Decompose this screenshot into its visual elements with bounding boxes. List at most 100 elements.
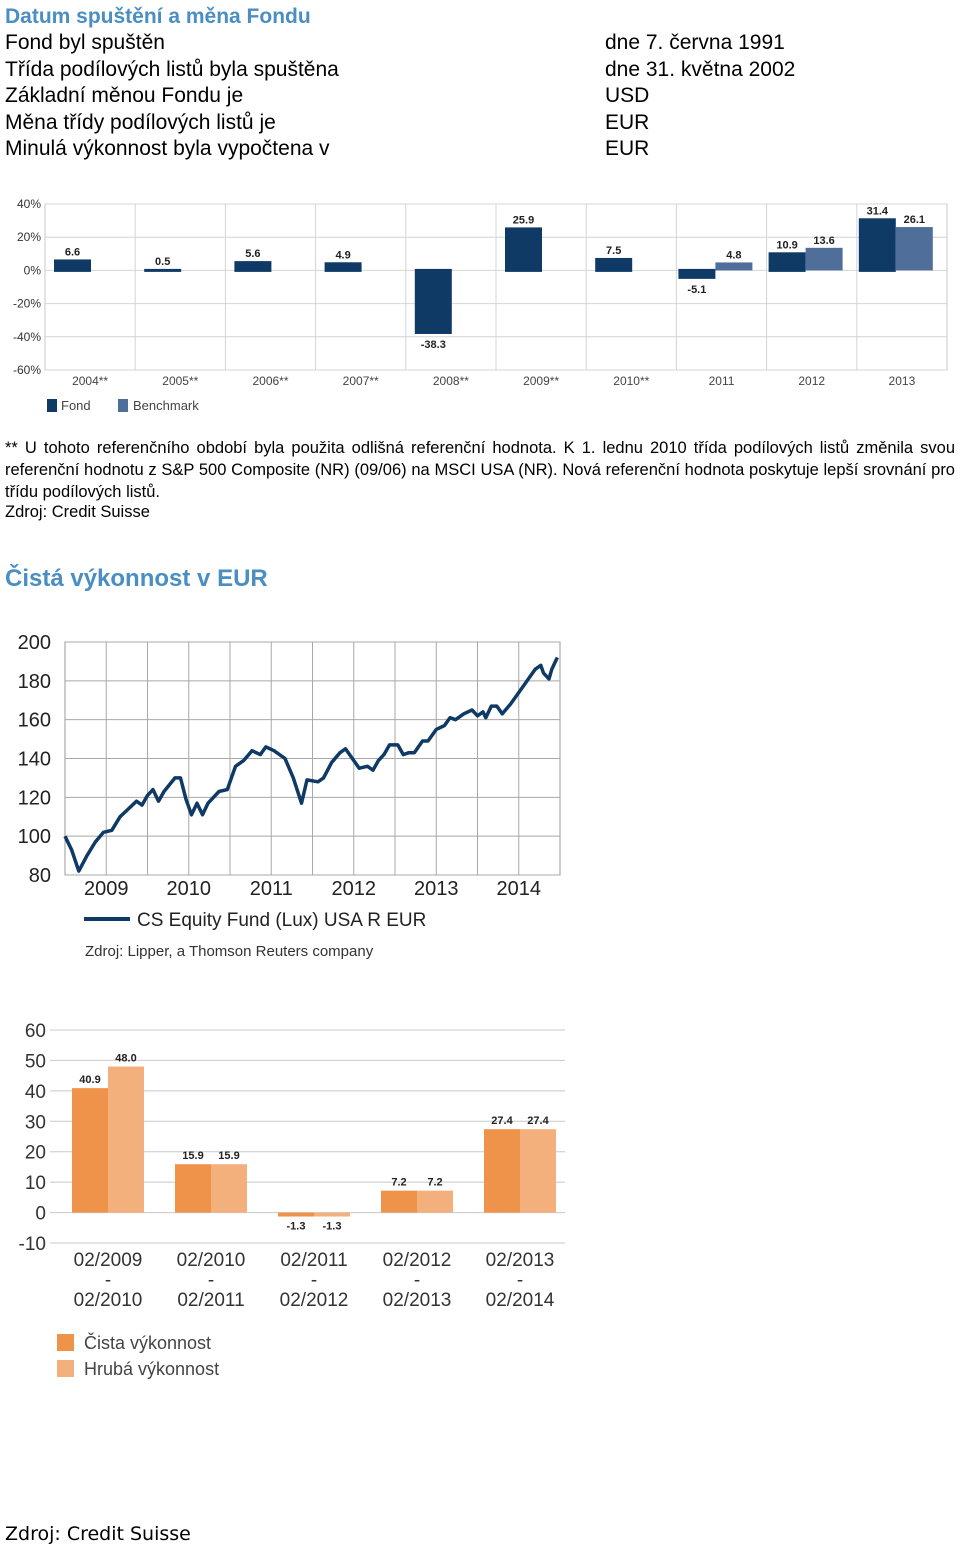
- y-tick-label: 0%: [24, 263, 42, 277]
- x-tick-label: -: [414, 1270, 420, 1291]
- footer-source: Zdroj: Credit Suisse: [5, 1523, 191, 1545]
- bar-net: [484, 1129, 520, 1213]
- x-tick-label: 02/2010: [74, 1290, 143, 1311]
- y-tick-label: -60%: [13, 363, 41, 377]
- info-value: USD: [605, 84, 650, 107]
- bar-benchmark: [805, 247, 843, 271]
- bar-value-label: 40.9: [79, 1074, 100, 1086]
- x-tick-label: 2008**: [433, 374, 469, 388]
- x-tick-label: 02/2013: [486, 1250, 555, 1271]
- info-label: Měna třídy podílových listů je: [5, 111, 276, 134]
- bar-benchmark: [895, 227, 933, 271]
- info-row-class-currency: Měna třídy podílových listů je EUR: [5, 111, 905, 138]
- bar-fund: [234, 261, 272, 272]
- x-tick-label: 2005**: [162, 374, 198, 388]
- legend-label: CS Equity Fund (Lux) USA R EUR: [137, 910, 426, 931]
- bar-value-label: 7.2: [391, 1177, 406, 1189]
- x-tick-label: -: [517, 1270, 523, 1291]
- x-tick-label: 02/2012: [280, 1290, 349, 1311]
- net-performance-line-chart: 200 180 160 140 120 100 80 2009 2010 2011 2012 2013…: [18, 632, 561, 960]
- info-row-performance-currency: Minulá výkonnost byla vypočtena v EUR: [5, 137, 905, 164]
- info-label: Základní měnou Fondu je: [5, 84, 244, 107]
- bar-gross: [314, 1212, 350, 1217]
- legend-label-benchmark: Benchmark: [133, 398, 199, 413]
- note-source: Zdroj: Credit Suisse: [5, 503, 150, 521]
- bar-value-label: -38.3: [421, 339, 446, 351]
- bar-value-label: 13.6: [813, 235, 834, 247]
- bar-value-label: 5.6: [245, 248, 260, 260]
- x-tick-label: 2013: [414, 878, 459, 900]
- bar-value-label: 10.9: [776, 239, 797, 251]
- x-tick-label: 02/2010: [177, 1250, 246, 1271]
- y-tick-label: 120: [18, 787, 51, 809]
- x-tick-label: 2010: [167, 878, 212, 900]
- info-value: EUR: [605, 137, 650, 160]
- info-label: Minulá výkonnost byla vypočtena v: [5, 137, 330, 160]
- info-row-base-currency: Základní měnou Fondu je USD: [5, 84, 905, 111]
- x-tick-label: 2009: [84, 878, 129, 900]
- info-value: dne 31. května 2002: [605, 58, 796, 81]
- bar-fund: [144, 268, 182, 272]
- bar-net: [278, 1212, 314, 1217]
- bar-fund: [678, 268, 716, 279]
- bar-value-label: 15.9: [182, 1150, 203, 1162]
- y-tick-label: 140: [18, 749, 51, 771]
- x-tick-label: 2012: [798, 374, 825, 388]
- x-tick-label: 2009**: [523, 374, 559, 388]
- legend-swatch-net: [57, 1334, 74, 1351]
- x-tick-label: -: [311, 1270, 317, 1291]
- y-tick-label: 20: [25, 1143, 46, 1164]
- bar-value-label: -1.3: [323, 1221, 342, 1233]
- x-tick-label: 2013: [889, 374, 916, 388]
- x-tick-label: 2006**: [252, 374, 288, 388]
- bar-fund: [858, 218, 896, 272]
- y-tick-label: 40: [25, 1082, 46, 1103]
- bar-fund: [324, 262, 362, 272]
- y-tick-label: 100: [18, 826, 51, 848]
- bar-fund: [595, 257, 633, 272]
- y-tick-label: -10: [19, 1234, 46, 1255]
- x-tick-label: 02/2012: [383, 1250, 452, 1271]
- y-tick-label: 160: [18, 710, 51, 732]
- legend-label-gross: Hrubá výkonnost: [84, 1359, 219, 1379]
- bar-value-label: 25.9: [513, 214, 534, 226]
- y-tick-label: -40%: [13, 330, 41, 344]
- series-line: [63, 656, 559, 873]
- bar-value-label: 4.8: [726, 249, 741, 261]
- y-tick-label: -20%: [13, 297, 41, 311]
- x-tick-label: 2011: [250, 878, 293, 900]
- chart-source: Zdroj: Lipper, a Thomson Reuters company: [85, 943, 374, 960]
- section-title-launch-currency: Datum spuštění a měna Fondu: [5, 5, 311, 28]
- bar-value-label: 27.4: [491, 1115, 513, 1127]
- bar-value-label: 48.0: [115, 1053, 136, 1065]
- bar-benchmark: [715, 262, 753, 271]
- info-label: Třída podílových listů byla spuštěna: [5, 58, 339, 81]
- bar-value-label: -5.1: [687, 284, 706, 296]
- bar-gross: [108, 1066, 144, 1213]
- x-tick-label: 2010**: [613, 374, 649, 388]
- legend-label-fund: Fond: [61, 398, 91, 413]
- x-tick-label: 02/2013: [383, 1290, 452, 1311]
- y-tick-label: 200: [18, 632, 51, 654]
- bar-value-label: 7.5: [606, 245, 621, 257]
- section-title-net-performance: Čistá výkonnost v EUR: [5, 565, 268, 592]
- x-tick-label: 2011: [709, 374, 735, 388]
- y-tick-label: 180: [18, 671, 51, 693]
- x-tick-label: -: [105, 1270, 111, 1291]
- x-tick-label: 02/2014: [486, 1290, 555, 1311]
- legend-swatch-gross: [57, 1360, 74, 1377]
- x-tick-label: 2004**: [72, 374, 108, 388]
- bar-value-label: 4.9: [335, 249, 350, 261]
- bar-fund: [54, 259, 91, 272]
- x-tick-label: 02/2011: [177, 1290, 244, 1311]
- benchmark-note: ** U tohoto referenčního období byla pou…: [5, 439, 955, 501]
- bar-net: [381, 1190, 417, 1213]
- bar-value-label: 15.9: [218, 1150, 239, 1162]
- bar-net: [175, 1164, 211, 1213]
- bar-fund: [414, 268, 452, 334]
- y-tick-label: 60: [25, 1021, 46, 1042]
- y-tick-label: 80: [29, 865, 51, 887]
- x-tick-label: -: [208, 1270, 214, 1291]
- period-performance-chart: 6050403020100-1040.948.002/2009-02/20101…: [19, 1021, 565, 1379]
- legend-label-net: Čista výkonnost: [84, 1332, 211, 1353]
